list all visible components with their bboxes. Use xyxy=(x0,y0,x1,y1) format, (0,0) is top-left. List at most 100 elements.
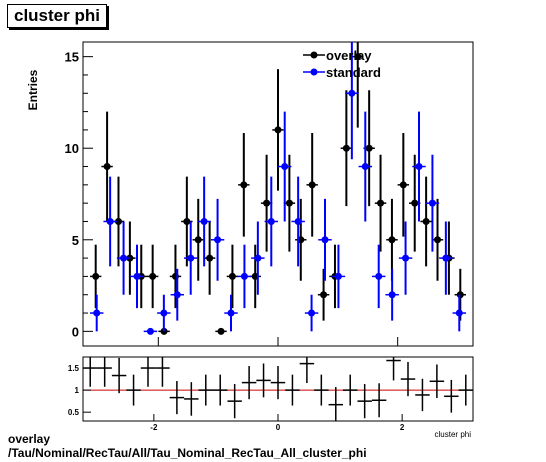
ratio-point xyxy=(227,384,242,419)
legend-marker-overlay xyxy=(310,51,318,59)
footer-line-1: overlay xyxy=(8,432,51,446)
ratio-point xyxy=(155,357,170,387)
data-point-standard xyxy=(130,244,144,309)
data-point-overlay xyxy=(226,244,239,309)
ratio-point xyxy=(198,374,213,406)
ratio-x-tick-label: 2 xyxy=(400,423,405,432)
y-axis-label: Entries xyxy=(26,69,40,110)
data-point-standard xyxy=(184,221,198,295)
main-y-tick-label: 15 xyxy=(65,50,79,65)
ratio-y-tick-label: 0.5 xyxy=(68,408,80,417)
chart-title: cluster phi xyxy=(7,4,107,28)
main-series-marks xyxy=(90,42,466,335)
ratio-point xyxy=(386,357,401,381)
data-point-standard xyxy=(237,244,252,309)
data-point-standard xyxy=(398,221,413,295)
data-point-overlay xyxy=(101,111,113,222)
data-point-overlay xyxy=(203,221,216,295)
ratio-y-tick-label: 1 xyxy=(75,386,80,395)
data-point-overlay xyxy=(317,268,330,321)
ratio-x-tick-label: 0 xyxy=(276,423,281,432)
ratio-point xyxy=(357,384,372,419)
ratio-point xyxy=(111,357,127,394)
data-point-overlay xyxy=(215,327,227,335)
ratio-point xyxy=(458,374,473,406)
legend-marker-standard xyxy=(310,68,318,76)
ratio-point xyxy=(213,374,228,406)
data-point-overlay xyxy=(397,133,410,237)
data-point-standard xyxy=(278,111,292,222)
data-point-standard xyxy=(224,294,238,332)
ratio-point xyxy=(256,363,271,398)
data-point-standard xyxy=(425,154,440,252)
data-point-overlay xyxy=(260,154,273,252)
legend-label-overlay: overlay xyxy=(326,48,372,63)
data-point-standard xyxy=(143,327,158,335)
ratio-x-tick-label: -2 xyxy=(150,423,158,432)
ratio-point xyxy=(97,357,112,387)
ratio-point xyxy=(314,374,329,406)
data-point-overlay xyxy=(306,133,318,237)
data-point-standard xyxy=(264,176,278,267)
ratio-series-marks xyxy=(83,357,473,421)
data-point-standard xyxy=(103,176,117,267)
data-point-overlay xyxy=(146,244,159,309)
footer-line-2: /Tau/Nominal/RecTau/All/Tau_Nominal_RecT… xyxy=(8,446,367,460)
data-point-standard xyxy=(331,244,346,309)
legend-label-standard: standard xyxy=(326,65,381,80)
data-point-standard xyxy=(452,294,466,332)
data-point-overlay xyxy=(90,244,102,309)
ratio-point xyxy=(400,361,416,397)
footer-caption: overlay /Tau/Nominal/RecTau/All/Tau_Nomi… xyxy=(8,432,367,460)
ratio-y-tick-label: 1.5 xyxy=(68,364,80,373)
data-point-overlay xyxy=(386,198,398,281)
ratio-point xyxy=(270,366,286,400)
ratio-point xyxy=(241,366,257,400)
data-point-standard xyxy=(90,294,104,332)
data-point-overlay xyxy=(420,176,432,267)
data-point-standard xyxy=(251,221,265,295)
data-point-overlay xyxy=(352,42,364,128)
data-point-overlay xyxy=(272,69,284,191)
data-point-overlay xyxy=(363,90,375,207)
legend: overlay standard xyxy=(303,48,381,80)
data-point-standard xyxy=(372,244,386,309)
data-point-standard xyxy=(385,268,399,321)
ratio-point xyxy=(429,364,445,399)
data-point-standard xyxy=(412,111,426,222)
ratio-point xyxy=(83,357,98,387)
data-point-standard xyxy=(197,176,211,267)
data-point-standard xyxy=(210,198,225,281)
ratio-plot: 0.5 1 1.5 -2 0 2 cluster phi xyxy=(68,356,474,439)
ratio-point xyxy=(444,379,459,413)
ratio-point xyxy=(184,382,199,416)
main-y-tick-label: 10 xyxy=(65,141,79,156)
data-point-overlay xyxy=(431,198,444,281)
data-point-overlay xyxy=(340,90,353,207)
main-y-tick-label: 0 xyxy=(72,324,79,339)
data-point-standard xyxy=(116,221,131,295)
data-point-standard xyxy=(157,294,171,332)
data-point-standard xyxy=(291,176,305,267)
ratio-point xyxy=(285,374,300,406)
data-point-overlay xyxy=(181,176,193,267)
data-point-standard xyxy=(345,42,359,160)
ratio-point xyxy=(415,378,430,412)
data-point-standard xyxy=(170,268,184,321)
data-point-standard xyxy=(318,198,332,281)
data-point-overlay xyxy=(249,244,261,309)
data-point-overlay xyxy=(169,244,182,309)
main-plot: 0 5 10 15 Entries overlay standard xyxy=(26,41,474,347)
ratio-point xyxy=(299,357,315,384)
main-axis-ticks: 0 5 10 15 xyxy=(65,50,399,346)
data-point-standard xyxy=(358,111,372,222)
ratio-point xyxy=(328,387,343,421)
ratio-point xyxy=(343,374,358,406)
ratio-point xyxy=(169,381,185,415)
main-y-tick-label: 5 xyxy=(72,233,79,248)
data-point-standard xyxy=(304,294,319,332)
ratio-point xyxy=(140,357,156,387)
x-axis-label: cluster phi xyxy=(435,430,472,439)
data-point-overlay xyxy=(374,154,387,252)
